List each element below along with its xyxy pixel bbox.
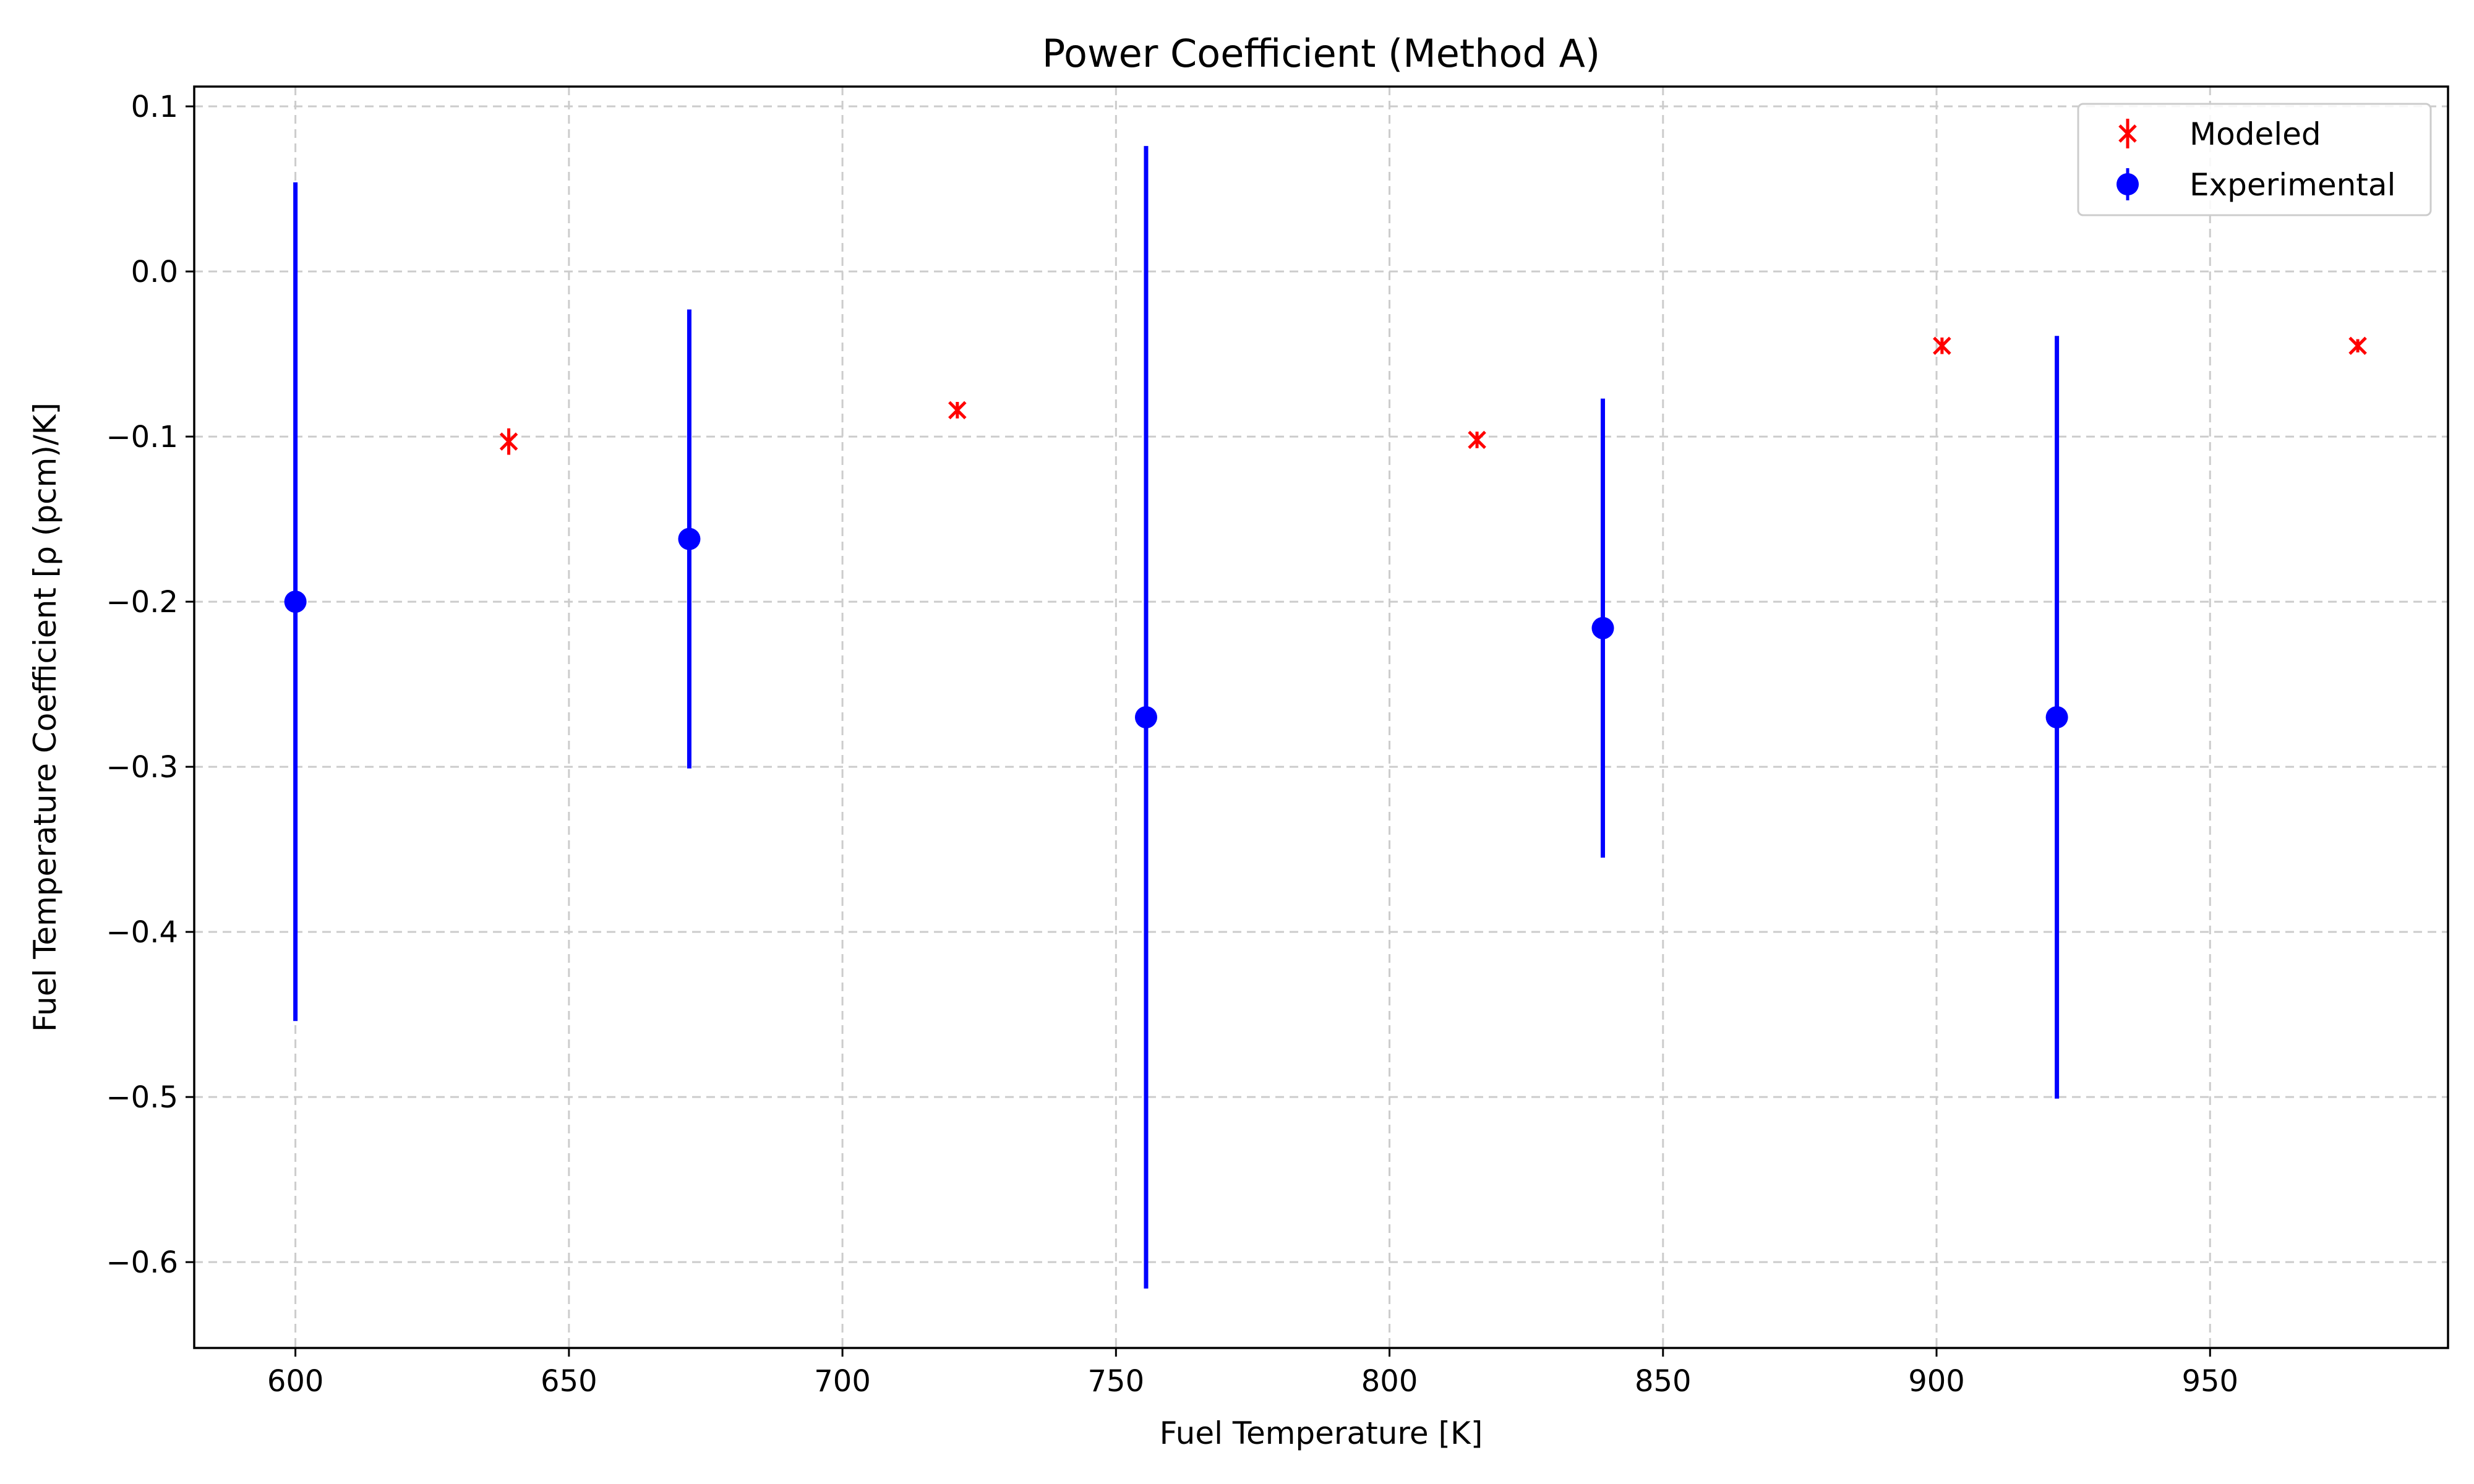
x-tick-label: 700 [814,1364,871,1399]
legend: Modeled Experimental [2077,103,2432,216]
x-tick-label: 850 [1635,1364,1692,1399]
x-marker-stroke [948,401,967,420]
y-axis-label: Fuel Temperature Coefficient [ρ (pcm)/K] [27,403,63,1032]
axis-ticks: 600 650 700 750 800 850 900 950 0.1 0.0 −0.1 −0.2 −0… [106,90,2238,1399]
y-tick-label: −0.2 [106,585,178,620]
legend-experimental-label: Experimental [2189,167,2395,203]
modeled-point [499,432,518,451]
x-tick-label: 800 [1361,1364,1418,1399]
plot-area-frame [193,85,2449,1349]
y-tick-label: 0.1 [131,90,178,124]
x-tick-label: 600 [267,1364,324,1399]
x-marker-stroke [1933,336,1951,355]
legend-box [2077,103,2432,216]
y-tick-label: −0.1 [106,420,178,454]
legend-experimental-marker [2117,168,2139,200]
experimental-point [678,527,701,550]
y-tick-label: −0.3 [106,750,178,785]
x-tick-label: 750 [1088,1364,1145,1399]
x-tick-label: 900 [1908,1364,1965,1399]
chart-title: Power Coefficient (Method A) [1042,31,1600,76]
experimental-point [284,591,307,613]
modeled-point [2348,336,2367,355]
modeled-point [1933,336,1951,355]
legend-modeled-marker [2118,119,2137,148]
legend-modeled-x [2118,124,2137,143]
legend-experimental-dot [2117,173,2139,195]
series-modeled [499,336,2367,455]
modeled-point [1468,430,1486,450]
experimental-point [1134,706,1157,728]
x-marker-stroke [2118,124,2137,143]
x-axis-label: Fuel Temperature [K] [1160,1415,1483,1451]
x-marker-stroke [2348,336,2367,355]
plot-data [284,146,2367,1289]
experimental-point [2045,706,2068,728]
y-tick-label: −0.6 [106,1245,178,1280]
y-tick-label: −0.5 [106,1080,178,1115]
series-experimental [284,146,2068,1289]
y-tick-label: 0.0 [131,255,178,289]
x-marker-stroke [1468,430,1486,450]
x-tick-label: 650 [541,1364,597,1399]
x-tick-label: 950 [2181,1364,2238,1399]
x-marker-stroke [499,432,518,451]
experimental-point [1591,616,1614,639]
modeled-point [948,401,967,420]
legend-modeled-label: Modeled [2189,116,2321,152]
y-tick-label: −0.4 [106,915,178,950]
